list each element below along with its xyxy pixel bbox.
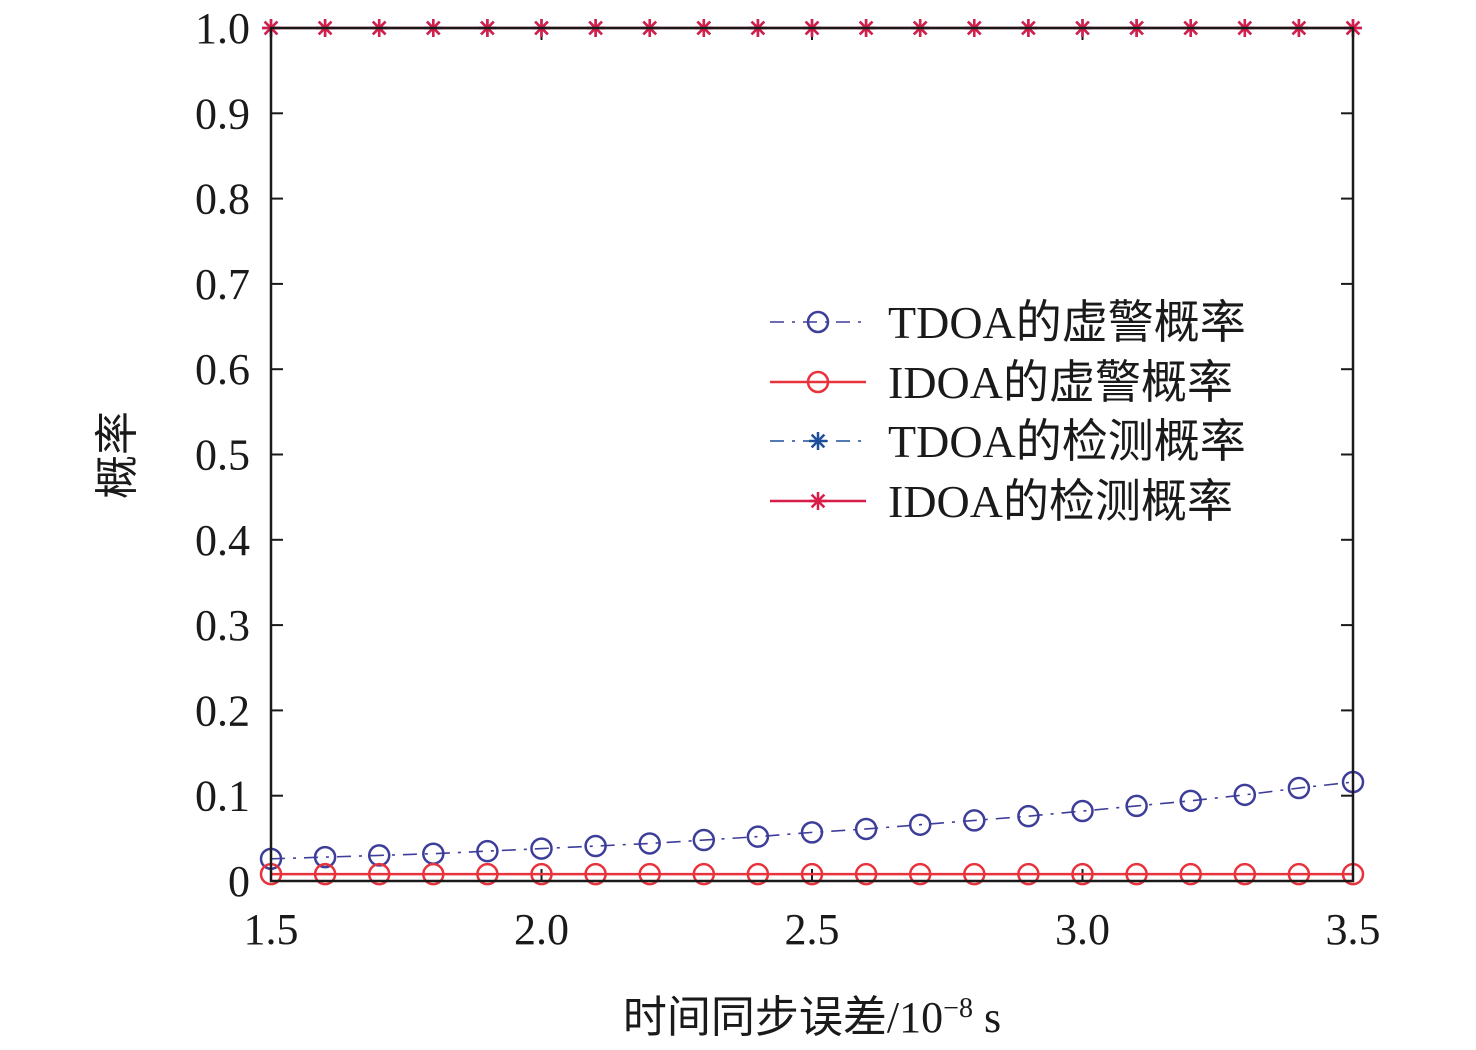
data-point-circle	[854, 862, 878, 886]
y-tick-label: 0.4	[195, 516, 250, 565]
y-tick-label: 0.2	[195, 686, 250, 735]
data-point-circle	[908, 862, 932, 886]
data-point-circle	[1071, 799, 1094, 823]
x-tick-labels: 1.5 2.0 2.5 3.0 3.5	[244, 905, 1381, 954]
data-point-circle	[584, 834, 607, 858]
legend-entry: IDOA的虚警概率	[770, 357, 1233, 408]
data-point-circle	[638, 862, 661, 886]
x-tick-label: 3.0	[1055, 905, 1110, 954]
data-point-circle	[692, 828, 716, 852]
data-point-circle	[1179, 862, 1202, 886]
legend-label: IDOA的虚警概率	[888, 357, 1233, 408]
data-point-circle	[1179, 789, 1202, 813]
y-tick-label: 0	[228, 857, 250, 906]
data-point-star	[809, 432, 827, 450]
y-tick-label: 0.9	[195, 89, 250, 138]
data-point-circle	[476, 839, 499, 863]
data-point-circle	[1233, 783, 1257, 807]
data-point-circle	[422, 862, 445, 886]
y-axis-title: 概率	[93, 411, 142, 499]
data-point-circle	[806, 370, 830, 394]
x-axis-title-exponent: −8	[943, 993, 973, 1024]
y-tick-label: 0.7	[195, 260, 250, 309]
x-axis-title: 时间同步误差/10−8 s	[623, 993, 1001, 1043]
data-point-circle	[367, 862, 391, 886]
data-point-circle	[800, 821, 824, 844]
legend-label: TDOA的虚警概率	[888, 297, 1246, 348]
x-axis-title-unit: s	[973, 993, 1001, 1042]
data-point-circle	[530, 862, 553, 886]
legend-entry: TDOA的检测概率	[770, 416, 1246, 467]
data-point-circle	[584, 862, 607, 886]
legend: TDOA的虚警概率 IDOA的虚警概率 TDOA的检测概率 IDOA的检测概率	[770, 297, 1246, 527]
data-point-circle	[1071, 862, 1094, 886]
data-point-circle	[313, 845, 337, 869]
data-point-circle	[854, 817, 878, 841]
data-point-circle	[1125, 862, 1148, 886]
legend-label: IDOA的检测概率	[888, 476, 1233, 527]
data-point-circle	[1233, 862, 1257, 886]
legend-entry: TDOA的虚警概率	[770, 297, 1246, 348]
x-tick-label: 3.5	[1326, 905, 1381, 954]
data-point-circle	[1017, 862, 1040, 886]
legend-label: TDOA的检测概率	[888, 416, 1246, 467]
data-point-circle	[963, 862, 986, 886]
y-tick-label: 0.3	[195, 601, 250, 650]
data-point-circle	[746, 862, 770, 886]
y-tick-label: 0.1	[195, 772, 250, 821]
plot-frame	[269, 26, 1355, 883]
y-tick-label: 0.5	[195, 431, 250, 480]
data-point-circle	[638, 832, 661, 855]
y-tick-label: 0.8	[195, 175, 250, 224]
data-point-circle	[908, 813, 932, 836]
data-point-circle	[1287, 862, 1311, 886]
series-2	[259, 862, 1365, 886]
data-point-circle	[530, 837, 553, 860]
data-point-star	[809, 492, 827, 510]
data-point-circle	[1287, 776, 1311, 800]
y-tick-label: 1.0	[195, 4, 250, 53]
legend-entry: IDOA的检测概率	[770, 476, 1233, 527]
data-point-circle	[476, 862, 499, 886]
data-point-circle	[806, 310, 830, 334]
data-point-circle	[313, 862, 337, 886]
data-point-circle	[963, 809, 986, 832]
x-tick-label: 2.5	[785, 905, 840, 954]
x-tick-label: 1.5	[244, 905, 299, 954]
x-tick-label: 2.0	[514, 905, 569, 954]
data-point-circle	[1125, 794, 1148, 818]
data-point-circle	[692, 862, 716, 886]
series-line	[270, 781, 1354, 860]
x-axis-title-main: 时间同步误差/10	[623, 993, 943, 1042]
series-1	[259, 770, 1365, 871]
y-tick-label: 0.6	[195, 345, 250, 394]
data-point-circle	[1017, 804, 1040, 828]
y-tick-labels: 0 0.1 0.2 0.3 0.4 0.5 0.6 0.7 0.8 0.9 1.0	[195, 4, 250, 906]
data-point-circle	[746, 825, 770, 848]
data-point-circle	[800, 862, 824, 886]
